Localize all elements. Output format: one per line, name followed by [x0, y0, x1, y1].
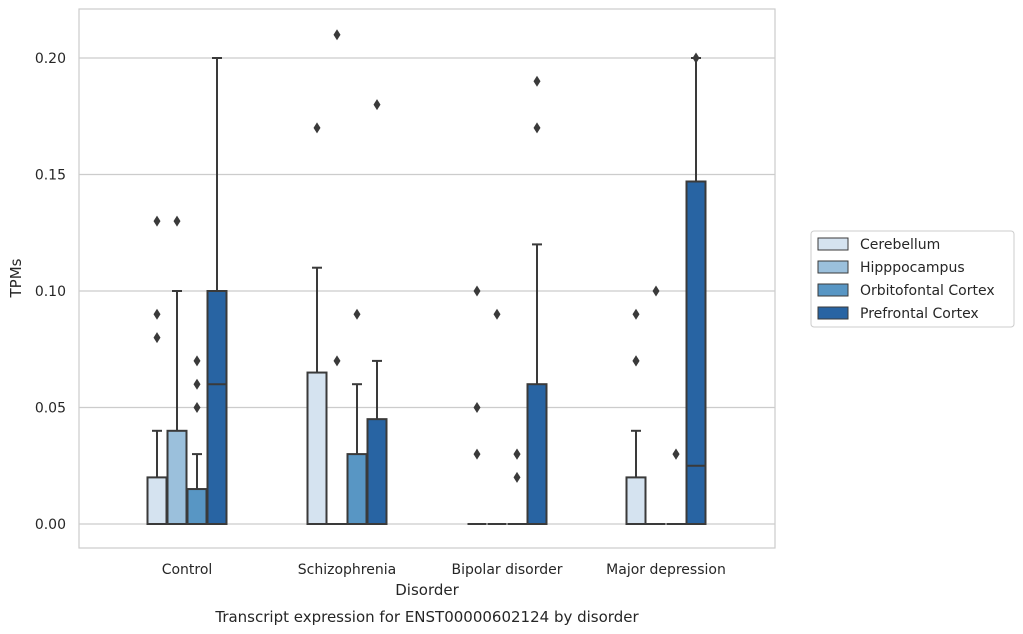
box-4-3	[526, 75, 548, 526]
outlier-point	[533, 122, 541, 134]
legend-swatch	[817, 237, 849, 251]
outlier-point	[153, 332, 161, 344]
y-tick-label: 0.00	[35, 517, 66, 533]
box-body	[685, 180, 707, 526]
box-1-4	[625, 308, 647, 525]
legend-swatch	[817, 283, 849, 297]
box-1-3	[467, 285, 487, 525]
outlier-point	[652, 285, 660, 297]
outlier-point	[692, 52, 700, 64]
box-body	[146, 476, 168, 525]
y-axis-label: TPMs	[7, 258, 25, 298]
x-axis-ticks: Control Schizophrenia Bipolar disorder Majo…	[162, 562, 726, 578]
x-tick-label: Control	[162, 562, 213, 578]
outlier-point	[513, 448, 521, 460]
box-3-3	[507, 448, 527, 525]
outlier-point	[632, 308, 640, 320]
outlier-point	[193, 378, 201, 390]
legend-label: Hipppocampus	[860, 260, 965, 276]
outlier-point	[153, 215, 161, 227]
legend: Cerebellum Hipppocampus Orbitofontal Corte…	[810, 230, 1015, 328]
outlier-point	[333, 355, 341, 367]
box-body	[166, 429, 188, 525]
outlier-point	[153, 308, 161, 320]
box-body	[346, 453, 368, 526]
outlier-point	[473, 402, 481, 413]
x-tick-label: Bipolar disorder	[451, 562, 562, 578]
box-body	[306, 371, 328, 525]
box-body	[186, 488, 208, 525]
legend-frame	[810, 230, 1015, 328]
box-3-1	[186, 355, 208, 525]
box-3-4	[666, 448, 686, 525]
outlier-point	[373, 99, 381, 111]
box-2-2	[327, 29, 347, 525]
x-tick-label: Schizophrenia	[298, 562, 396, 578]
y-tick-label: 0.10	[35, 284, 66, 300]
box-layer	[146, 29, 707, 526]
box-body	[206, 290, 228, 525]
outlier-point	[672, 448, 680, 460]
outlier-point	[193, 402, 201, 413]
chart-caption: Transcript expression for ENST0000060212…	[214, 608, 639, 626]
box-body	[625, 476, 647, 525]
outlier-point	[173, 215, 181, 227]
outlier-point	[632, 355, 640, 367]
legend-label: Orbitofontal Cortex	[860, 283, 995, 299]
x-axis-label: Disorder	[395, 581, 459, 599]
box-2-1	[166, 215, 188, 525]
y-tick-label: 0.20	[35, 51, 66, 67]
box-1-2	[306, 122, 328, 525]
outlier-point	[333, 29, 341, 41]
y-axis-ticks: 0.00 0.05 0.10 0.15 0.20	[35, 51, 66, 533]
outlier-point	[533, 75, 541, 87]
y-tick-label: 0.15	[35, 168, 66, 184]
x-tick-label: Major depression	[606, 562, 726, 578]
box-body	[366, 418, 388, 525]
box-4-2	[366, 99, 388, 525]
outlier-point	[353, 308, 361, 320]
outlier-point	[473, 285, 481, 297]
box-body	[526, 383, 548, 526]
legend-label: Cerebellum	[860, 237, 940, 253]
legend-label: Prefrontal Cortex	[860, 306, 979, 322]
box-1-1	[146, 215, 168, 525]
plot-frame	[78, 8, 776, 549]
outlier-point	[473, 448, 481, 460]
box-2-3	[487, 308, 507, 525]
y-tick-label: 0.05	[35, 401, 66, 417]
outlier-point	[313, 122, 321, 134]
box-2-4	[646, 285, 666, 525]
outlier-point	[493, 308, 501, 320]
legend-swatch	[817, 306, 849, 320]
box-4-1	[206, 57, 228, 525]
outlier-point	[193, 355, 201, 367]
box-4-4	[685, 52, 707, 526]
outlier-point	[513, 471, 521, 483]
box-3-2	[346, 308, 368, 526]
legend-swatch	[817, 260, 849, 274]
